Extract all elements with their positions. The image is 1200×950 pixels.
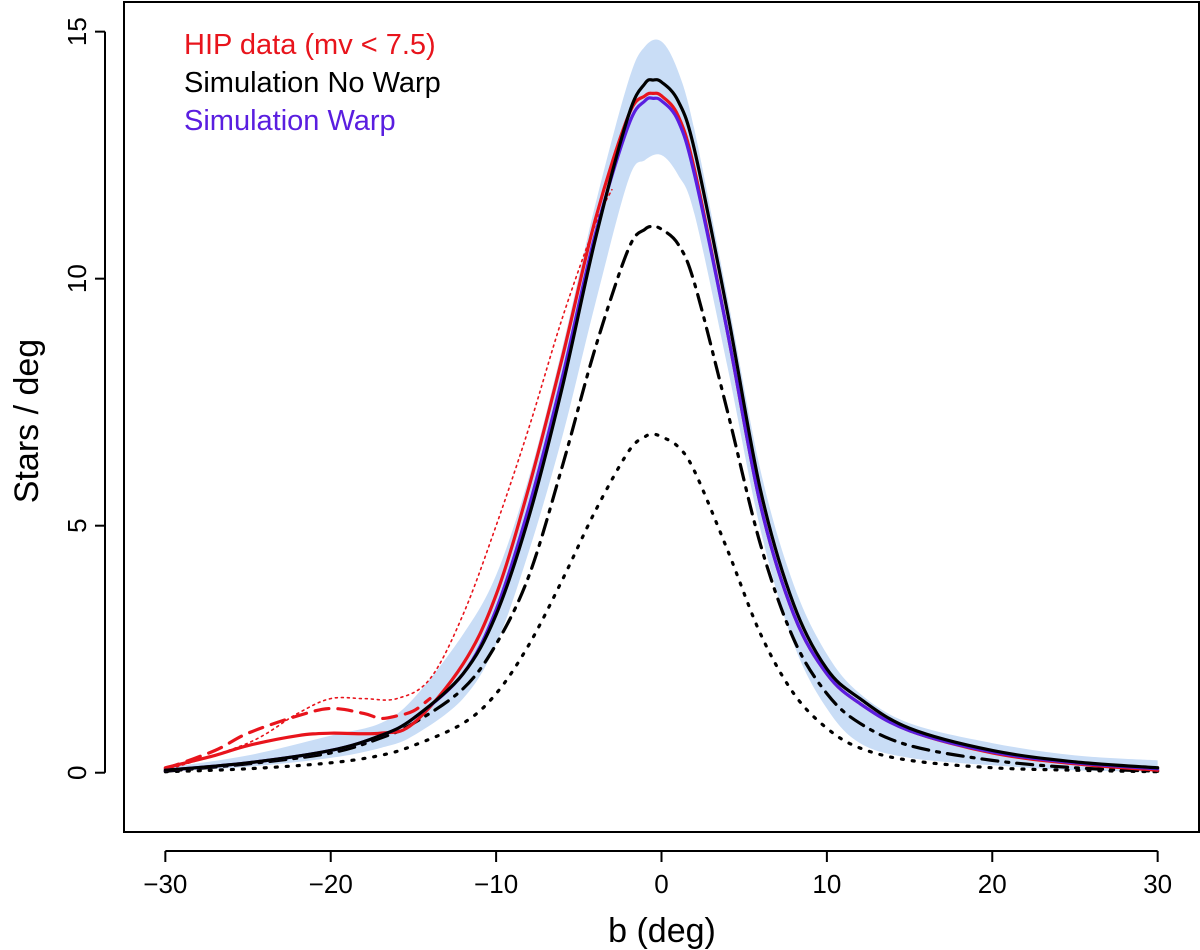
uncertainty-band-layer bbox=[165, 39, 1158, 772]
x-axis: −30 −20 −10 0 10 20 30 bbox=[143, 850, 1172, 899]
plot-frame bbox=[123, 1, 1200, 833]
series-line-hip-data-mv-7-5 bbox=[163, 91, 1160, 772]
x-tick-label: −20 bbox=[309, 869, 353, 899]
x-tick-label: 10 bbox=[812, 869, 841, 899]
y-tick-label: 0 bbox=[62, 765, 92, 779]
x-tick-label: 0 bbox=[654, 869, 668, 899]
legend-entry: Simulation Warp bbox=[184, 105, 396, 137]
x-tick-label: −30 bbox=[143, 869, 187, 899]
x-tick-label: 30 bbox=[1143, 869, 1172, 899]
series-line-hip-data-dashed bbox=[163, 697, 432, 771]
series-line-component-dash-dot bbox=[163, 224, 1160, 773]
simulation-range-band bbox=[165, 39, 1158, 772]
y-tick-label: 10 bbox=[62, 264, 92, 293]
x-tick-label: 20 bbox=[978, 869, 1007, 899]
series-line-simulation-warp bbox=[163, 96, 1160, 772]
legend: HIP data (mv < 7.5) Simulation No Warp Sim… bbox=[184, 29, 441, 137]
legend-entry: Simulation No Warp bbox=[184, 67, 441, 99]
x-axis-title: b (deg) bbox=[608, 912, 716, 950]
series-line-component-dotted bbox=[163, 432, 1160, 774]
y-axis-title: Stars / deg bbox=[8, 339, 46, 503]
x-tick-label: −10 bbox=[474, 869, 518, 899]
y-tick-label: 15 bbox=[62, 17, 92, 46]
series-line-hip-data-dotted bbox=[164, 188, 613, 772]
legend-entry: HIP data (mv < 7.5) bbox=[184, 29, 436, 61]
y-tick-label: 5 bbox=[62, 518, 92, 532]
y-axis: 0 5 10 15 bbox=[62, 17, 106, 780]
series-layer bbox=[163, 78, 1160, 774]
series-line-simulation-no-warp bbox=[163, 78, 1160, 772]
